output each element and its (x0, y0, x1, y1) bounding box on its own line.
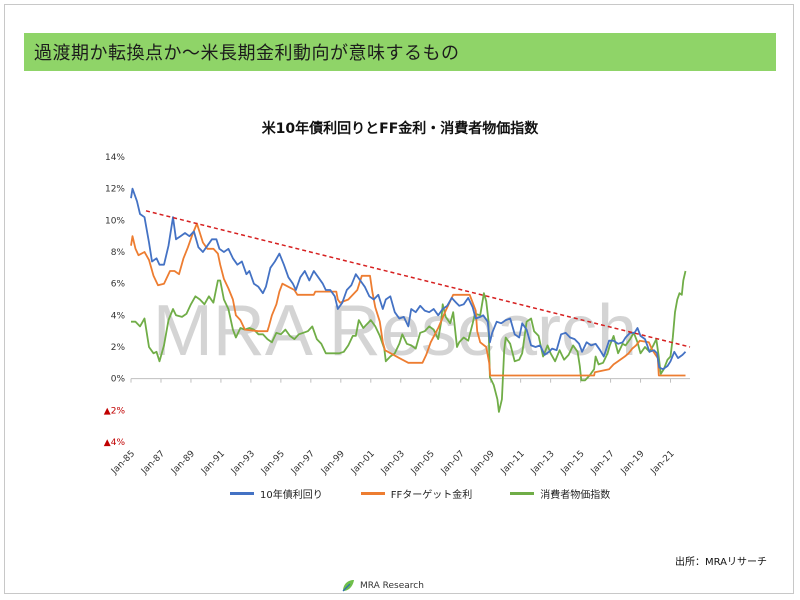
y-tick-label: ▲2% (104, 406, 126, 416)
y-tick-label: 12% (105, 185, 125, 195)
legend: 10年債利回り FFターゲット金利 消費者物価指数 (230, 486, 610, 501)
x-tick-label: Jan-01 (349, 449, 377, 477)
x-tick-label: Jan-91 (199, 449, 227, 477)
x-tick-label: Jan-13 (529, 449, 557, 477)
x-tick-label: Jan-03 (379, 449, 407, 477)
x-tick-label: Jan-97 (289, 449, 317, 477)
y-tick-label: 0% (111, 375, 126, 385)
legend-swatch-10y (230, 492, 254, 495)
y-tick-label: 10% (105, 216, 125, 226)
footer-logo: MRA Research (340, 578, 424, 594)
series-line-0 (130, 187, 687, 371)
y-tick-label: 8% (111, 248, 126, 258)
y-axis-ticks: 14% 12% 10% 8% 6% 4% 2% 0% ▲2% ▲4% (104, 153, 126, 448)
page-title: 過渡期か転換点か～米長期金利動向が意味するもの (34, 43, 460, 64)
x-tick-label: Jan-07 (439, 449, 467, 477)
x-tick-label: Jan-19 (619, 449, 647, 477)
legend-item-10y: 10年債利回り (230, 486, 323, 501)
series-line-2 (131, 270, 687, 413)
chart-title: 米10年債利回りとFF金利・消費者物価指数 (261, 121, 539, 137)
trend-line (145, 210, 691, 348)
x-tick-label: Jan-11 (499, 449, 527, 477)
x-tick-label: Jan-95 (259, 449, 287, 477)
legend-item-ff: FFターゲット金利 (360, 486, 473, 501)
x-axis-ticks: Jan-85 Jan-87 Jan-89 Jan-91 Jan-93 Jan-95 Jan-… (109, 378, 690, 477)
legend-label-cpi: 消費者物価指数 (540, 490, 611, 501)
x-tick-label: Jan-85 (109, 449, 137, 477)
legend-label-ff: FFターゲット金利 (390, 490, 473, 501)
legend-item-cpi: 消費者物価指数 (510, 486, 610, 501)
source-note: 出所：MRAリサーチ (674, 557, 767, 568)
x-tick-label: Jan-89 (169, 449, 197, 477)
series-lines (130, 187, 687, 413)
y-tick-label: ▲4% (104, 438, 126, 448)
x-tick-label: Jan-21 (649, 449, 677, 477)
y-tick-label: 6% (111, 280, 126, 290)
leaf-logo-icon (342, 580, 354, 592)
x-tick-label: Jan-09 (469, 449, 497, 477)
legend-swatch-cpi (510, 492, 535, 495)
x-tick-label: Jan-87 (139, 449, 167, 477)
slide-frame (4, 4, 794, 594)
legend-swatch-ff (360, 492, 385, 495)
header-banner: 過渡期か転換点か～米長期金利動向が意味するもの (24, 33, 776, 71)
y-tick-label: 4% (111, 311, 126, 321)
y-tick-label: 2% (111, 343, 126, 353)
legend-label-10y: 10年債利回り (260, 490, 323, 501)
x-tick-label: Jan-99 (319, 449, 347, 477)
footer-logo-text: MRA Research (360, 581, 424, 591)
trendline-layer (145, 210, 691, 348)
x-tick-label: Jan-05 (409, 449, 437, 477)
y-tick-label: 14% (105, 153, 125, 163)
x-tick-label: Jan-93 (229, 449, 257, 477)
x-tick-label: Jan-17 (589, 449, 617, 477)
x-tick-label: Jan-15 (559, 449, 587, 477)
